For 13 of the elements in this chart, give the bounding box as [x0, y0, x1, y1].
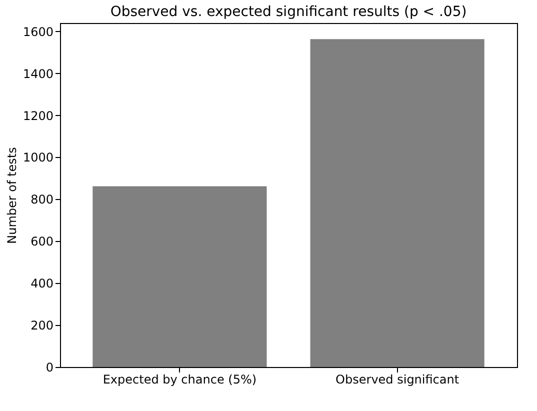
y-tick-label: 600 — [30, 234, 54, 249]
y-tick-label: 1200 — [22, 108, 54, 123]
y-tick-label: 800 — [30, 192, 54, 207]
chart-title: Observed vs. expected significant results (p < .05) — [110, 4, 467, 20]
x-tick-label: Expected by chance (5%) — [102, 372, 257, 386]
y-tick-label: 200 — [30, 318, 54, 333]
y-tick-label: 1600 — [22, 24, 54, 39]
y-axis-title: Number of tests — [4, 147, 19, 244]
y-tick-label: 1000 — [22, 150, 54, 165]
y-tick-label: 400 — [30, 276, 54, 291]
y-tick-label: 0 — [46, 360, 54, 374]
x-tick-label: Observed significant — [336, 372, 460, 386]
y-tick-label: 1400 — [22, 66, 54, 81]
